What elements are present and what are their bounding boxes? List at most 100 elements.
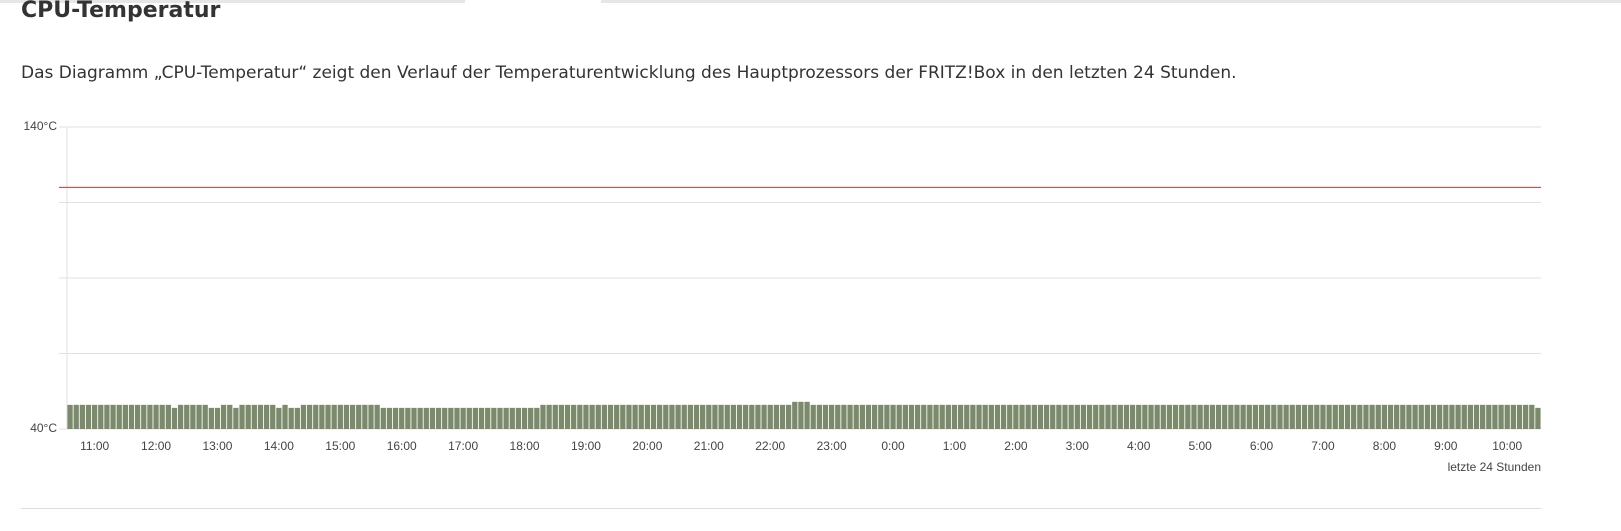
- bar: [1056, 404, 1062, 429]
- bar: [675, 404, 681, 429]
- bar: [1301, 404, 1308, 429]
- bar: [67, 404, 73, 429]
- bar: [1068, 404, 1074, 429]
- bar: [1523, 404, 1529, 429]
- bar: [638, 404, 644, 429]
- bar: [982, 404, 988, 429]
- bar: [976, 404, 982, 429]
- bar: [171, 407, 178, 429]
- bar: [908, 404, 915, 429]
- bar: [970, 404, 976, 429]
- bar: [1400, 404, 1406, 429]
- bar: [583, 404, 589, 429]
- bar: [601, 404, 608, 429]
- bar: [73, 404, 79, 429]
- bar: [460, 407, 466, 429]
- bar: [257, 404, 264, 429]
- bar: [571, 404, 577, 429]
- bar: [614, 404, 620, 429]
- bar: [282, 404, 288, 429]
- bar: [607, 404, 614, 429]
- bar: [472, 407, 479, 429]
- bar: [921, 404, 927, 429]
- bar: [552, 404, 558, 429]
- bar: [442, 407, 448, 429]
- bar: [134, 404, 141, 429]
- bar: [792, 401, 798, 429]
- bar: [429, 407, 436, 429]
- bar: [1424, 404, 1431, 429]
- tab[interactable]: [465, 0, 601, 3]
- bar: [1516, 404, 1523, 429]
- bar: [306, 404, 313, 429]
- bar: [503, 407, 509, 429]
- bar: [356, 404, 362, 429]
- bar: [1142, 404, 1148, 429]
- bar: [810, 404, 816, 429]
- bar: [91, 404, 98, 429]
- bar: [786, 404, 792, 429]
- bar: [1363, 404, 1369, 429]
- bar: [1093, 404, 1099, 429]
- bar: [951, 404, 958, 429]
- bar: [1277, 404, 1283, 429]
- bar: [1351, 404, 1357, 429]
- bar: [1394, 404, 1400, 429]
- bar: [1080, 404, 1087, 429]
- bar: [528, 407, 534, 429]
- bar: [706, 404, 712, 429]
- bar: [270, 404, 276, 429]
- bar: [890, 404, 896, 429]
- bar: [1172, 404, 1179, 429]
- x-tick-label: 0:00: [881, 439, 905, 453]
- bar: [515, 407, 522, 429]
- bar: [669, 404, 675, 429]
- bar: [202, 404, 208, 429]
- bar: [577, 404, 583, 429]
- bar: [1443, 404, 1449, 429]
- bar: [116, 404, 122, 429]
- bar: [1412, 404, 1418, 429]
- bar: [233, 407, 239, 429]
- bar: [736, 404, 743, 429]
- bar: [650, 404, 657, 429]
- x-tick-label: 6:00: [1250, 439, 1274, 453]
- bar: [1136, 404, 1142, 429]
- bar: [196, 404, 202, 429]
- bar: [835, 404, 841, 429]
- bar: [933, 404, 939, 429]
- bar: [1314, 404, 1320, 429]
- bar: [1099, 404, 1105, 429]
- bar: [1074, 404, 1080, 429]
- bar: [1473, 404, 1480, 429]
- bar: [1375, 404, 1381, 429]
- bar: [184, 404, 190, 429]
- bar: [743, 404, 749, 429]
- x-tick-label: 7:00: [1311, 439, 1335, 453]
- bar: [700, 404, 706, 429]
- bar: [1246, 404, 1252, 429]
- bar: [871, 404, 878, 429]
- bar: [828, 404, 835, 429]
- bar: [755, 404, 761, 429]
- x-tick-label: 2:00: [1004, 439, 1028, 453]
- bar: [325, 404, 331, 429]
- bar: [497, 407, 503, 429]
- bar: [1123, 404, 1130, 429]
- bar: [1308, 404, 1314, 429]
- bar: [1234, 404, 1240, 429]
- bar: [884, 404, 890, 429]
- bar: [466, 407, 472, 429]
- bar: [1111, 404, 1117, 429]
- bar: [589, 404, 595, 429]
- bar: [896, 404, 902, 429]
- bar: [1289, 404, 1295, 429]
- bar: [927, 404, 933, 429]
- bar: [1240, 404, 1246, 429]
- bar: [779, 404, 786, 429]
- bar: [227, 404, 233, 429]
- bar: [85, 404, 92, 429]
- bar: [1154, 404, 1160, 429]
- bar: [945, 404, 951, 429]
- bar: [153, 404, 159, 429]
